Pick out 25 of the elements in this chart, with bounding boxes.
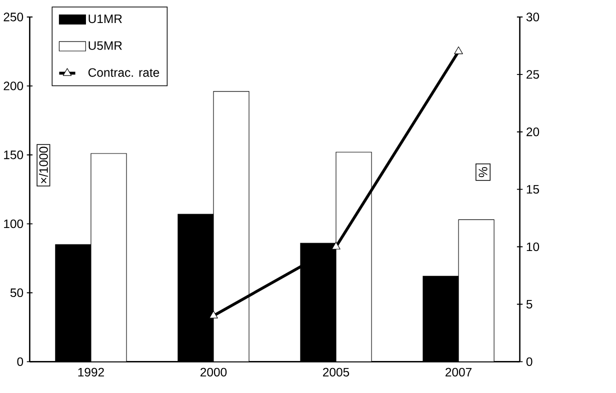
point <box>332 242 340 250</box>
y-tick-label: 50 <box>10 288 24 298</box>
y2-tick-label: 5 <box>526 300 532 309</box>
x-tick-label: 2000 <box>200 368 227 377</box>
y-tick-label: 0 <box>17 357 24 366</box>
y2-tick-label: 20 <box>526 128 540 136</box>
y2-tick-label: 10 <box>526 242 540 252</box>
y2-axis-title: % <box>478 167 488 178</box>
y-tick-label: 250 <box>4 12 24 22</box>
y2-tick-label: 30 <box>526 12 540 22</box>
y2-tick-label: 15 <box>526 185 540 194</box>
legend-label: U5MR <box>88 41 122 50</box>
x-tick-label: 1992 <box>78 368 104 377</box>
y-tick-label: 200 <box>4 82 24 90</box>
x-tick-label: 2007 <box>446 368 472 377</box>
point <box>209 310 218 318</box>
point <box>454 46 463 54</box>
x-tick-label: 2005 <box>323 368 350 377</box>
y-tick-label: 150 <box>4 150 24 160</box>
y-axis-title: ×/1000 <box>38 146 48 184</box>
legend-label: Contrac. rate <box>88 68 160 77</box>
legend-label: U1MR <box>88 14 122 24</box>
y-tick-label: 100 <box>4 220 24 228</box>
y2-tick-label: 0 <box>526 357 532 366</box>
y2-tick-label: 25 <box>526 70 540 79</box>
